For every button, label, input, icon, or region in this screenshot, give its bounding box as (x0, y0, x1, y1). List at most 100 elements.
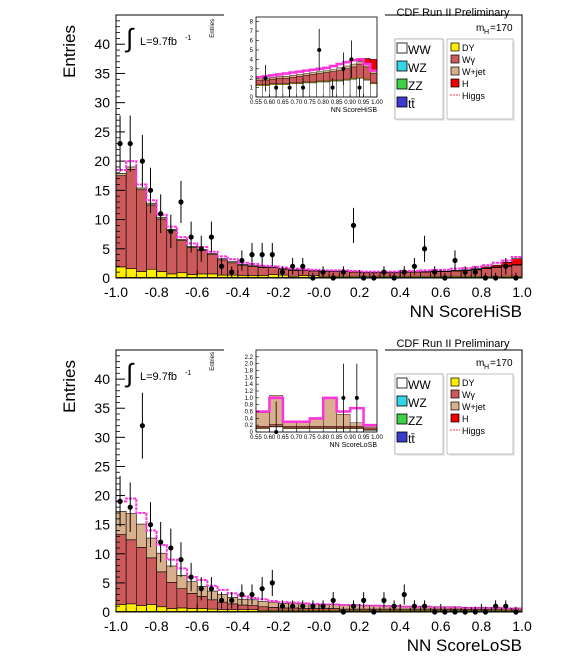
inset-bar-wg (309, 425, 324, 429)
bar-wjet (156, 552, 168, 573)
inset-y-axis-title: Entries (210, 19, 216, 38)
inset-bar-wg (363, 427, 378, 430)
x-tick-label: -1.0 (104, 618, 128, 634)
bar-wjet (257, 601, 269, 608)
bar-dy (136, 605, 147, 612)
bar-wjet (186, 246, 198, 248)
bar-wjet (267, 601, 279, 608)
legend-swatch-h (450, 413, 460, 423)
bar-wjet (125, 513, 137, 541)
bar-wjet (146, 537, 157, 559)
bar-h (511, 258, 523, 265)
uncertainty-band (116, 497, 522, 610)
bar-wg (125, 539, 137, 605)
inset-y-tick-label: 1.6 (245, 375, 254, 381)
inset-bar-ww (349, 78, 358, 98)
data-point (259, 252, 265, 258)
inset-bar-wjet (329, 69, 337, 72)
y-tick-label: 10 (94, 546, 110, 562)
y-tick-label: 10 (94, 212, 110, 228)
bar-wjet (207, 590, 218, 601)
bar-wg (156, 218, 168, 272)
bar-wjet (207, 253, 218, 255)
x-tick-label: -0.8 (145, 618, 169, 634)
data-point (290, 603, 296, 609)
inset-bar-wg (262, 79, 270, 85)
bar-dy (176, 272, 188, 278)
chart-title: CDF Run II Preliminary (396, 338, 510, 350)
bar-wjet (288, 269, 299, 271)
data-point (168, 545, 174, 551)
bar-wjet (440, 270, 452, 272)
bar-dy (125, 603, 137, 612)
y-tick-label: 25 (94, 124, 110, 140)
legend-swatch-tt (396, 96, 408, 108)
legend-label-wz: WZ (408, 396, 427, 410)
inset-bar-wg (269, 78, 277, 85)
inset-data-point (274, 85, 279, 90)
legend-label-wz: WZ (408, 61, 427, 75)
bar-wjet (136, 523, 147, 548)
y-tick-label: 25 (94, 458, 110, 474)
x-tick-label: -0.0 (307, 618, 331, 634)
data-point (421, 246, 428, 252)
inset-uncertainty-band (256, 396, 377, 427)
x-tick-label: -0.4 (226, 284, 250, 300)
inset-bar-ww (316, 81, 324, 98)
data-point (340, 269, 346, 275)
bar-wg (166, 230, 178, 275)
inset-bar-wjet (309, 72, 317, 75)
bar-dy (166, 608, 178, 612)
legend-label-wg: Wγ (462, 55, 475, 65)
inset-data-point (349, 57, 354, 62)
data-point (300, 263, 306, 269)
x-tick-label: -0.0 (307, 284, 331, 300)
inset-y-tick-label: 0.4 (245, 416, 254, 422)
lumi-superscript: -1 (185, 370, 191, 377)
x-tick-label: 0.8 (472, 284, 492, 300)
data-point (350, 603, 357, 609)
inset-y-tick-label: 0.6 (245, 410, 254, 416)
bar-wjet (146, 202, 157, 206)
bar-dy (156, 271, 168, 278)
data-point (401, 591, 407, 598)
bar-wjet (430, 606, 442, 610)
lumi-superscript: -1 (185, 35, 191, 42)
legend-swatch-wjet (450, 66, 460, 76)
bar-dy (176, 607, 188, 612)
inset-bar-wg (309, 74, 317, 83)
inset-x-tick-label: 0.85 (331, 435, 343, 441)
legend-label-dy: DY (462, 43, 475, 53)
bar-wg (410, 271, 421, 277)
inset-x-tick-label: 0.70 (290, 435, 302, 441)
legend-label-higgs: Higgs (462, 91, 486, 101)
y-tick-label: 40 (94, 36, 110, 52)
bar-dy (217, 274, 228, 278)
inset-bar-wg (316, 73, 324, 82)
inset-bar-ww (309, 82, 317, 98)
legend-swatch-zz (396, 413, 408, 425)
legend-label-h: H (462, 79, 469, 89)
legend-label-ww: WW (408, 378, 431, 392)
bar-wjet (186, 581, 198, 594)
bar-dy (207, 273, 218, 278)
legend-label-tt: tt̄ (408, 97, 415, 111)
legend-swatch-ww (396, 42, 408, 54)
bar-wg (267, 267, 279, 275)
inset-bar-wg (275, 77, 284, 85)
chart-panel-0: -1.0 -0.8 -0.6 -0.4 -0.2 -0.0 0.2 0.4 0.6 0.8 1.00… (60, 7, 532, 321)
inset-x-tick-label: 0.75 (304, 100, 316, 106)
x-tick-label: 0.8 (472, 618, 492, 634)
bar-h (481, 266, 492, 269)
legend-label-ww: WW (408, 43, 431, 57)
legend-swatch-wg (450, 389, 460, 399)
bar-wjet (217, 258, 228, 261)
bar-wg (257, 606, 269, 611)
inset-bar-wjet (349, 63, 358, 68)
bar-wjet (176, 575, 188, 590)
inset-x-tick-label: 0.75 (304, 435, 316, 441)
bar-dy (227, 274, 239, 278)
inset-data-point (341, 395, 346, 400)
legend-swatch-wjet (450, 401, 460, 411)
inset-y-tick-label: 1.0 (245, 396, 254, 402)
